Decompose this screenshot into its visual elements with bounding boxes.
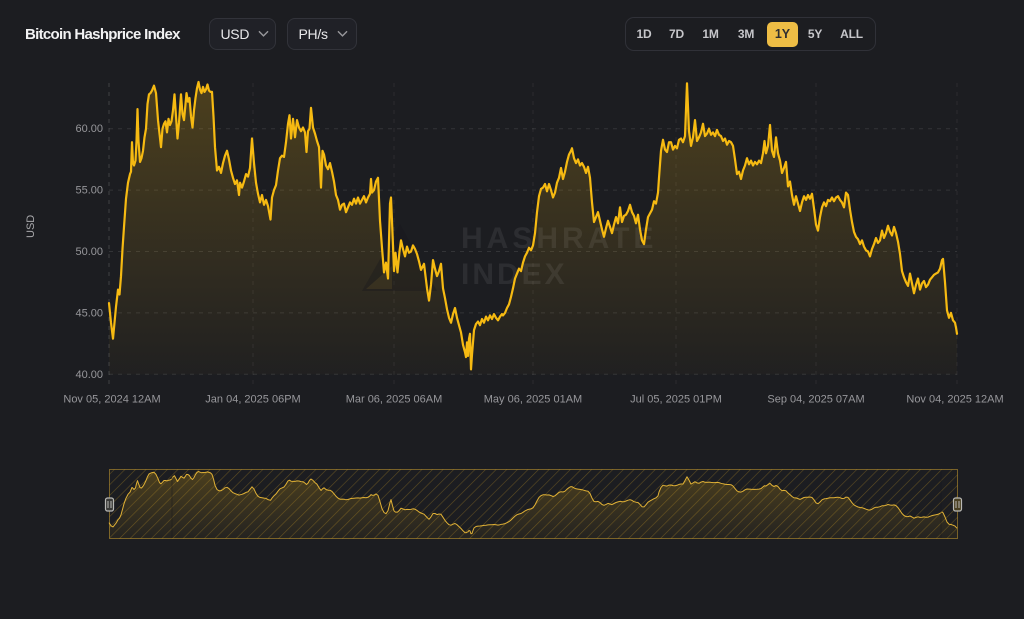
svg-text:May 06, 2025 01AM: May 06, 2025 01AM	[484, 394, 582, 406]
svg-text:Jul 05, 2025 01PM: Jul 05, 2025 01PM	[630, 394, 722, 406]
svg-text:40.00: 40.00	[75, 369, 103, 381]
svg-text:60.00: 60.00	[75, 123, 103, 135]
svg-text:Mar 06, 2025 06AM: Mar 06, 2025 06AM	[346, 394, 443, 406]
svg-text:Jan 04, 2025 06PM: Jan 04, 2025 06PM	[205, 394, 300, 406]
svg-text:Nov 04, 2025 12AM: Nov 04, 2025 12AM	[906, 394, 1003, 406]
svg-text:Sep 04, 2025 07AM: Sep 04, 2025 07AM	[767, 394, 864, 406]
svg-text:45.00: 45.00	[75, 307, 103, 319]
svg-text:55.00: 55.00	[75, 185, 103, 197]
svg-text:HASHRATE: HASHRATE	[461, 222, 657, 255]
svg-text:Nov 05, 2024 12AM: Nov 05, 2024 12AM	[63, 394, 160, 406]
svg-text:50.00: 50.00	[75, 246, 103, 258]
